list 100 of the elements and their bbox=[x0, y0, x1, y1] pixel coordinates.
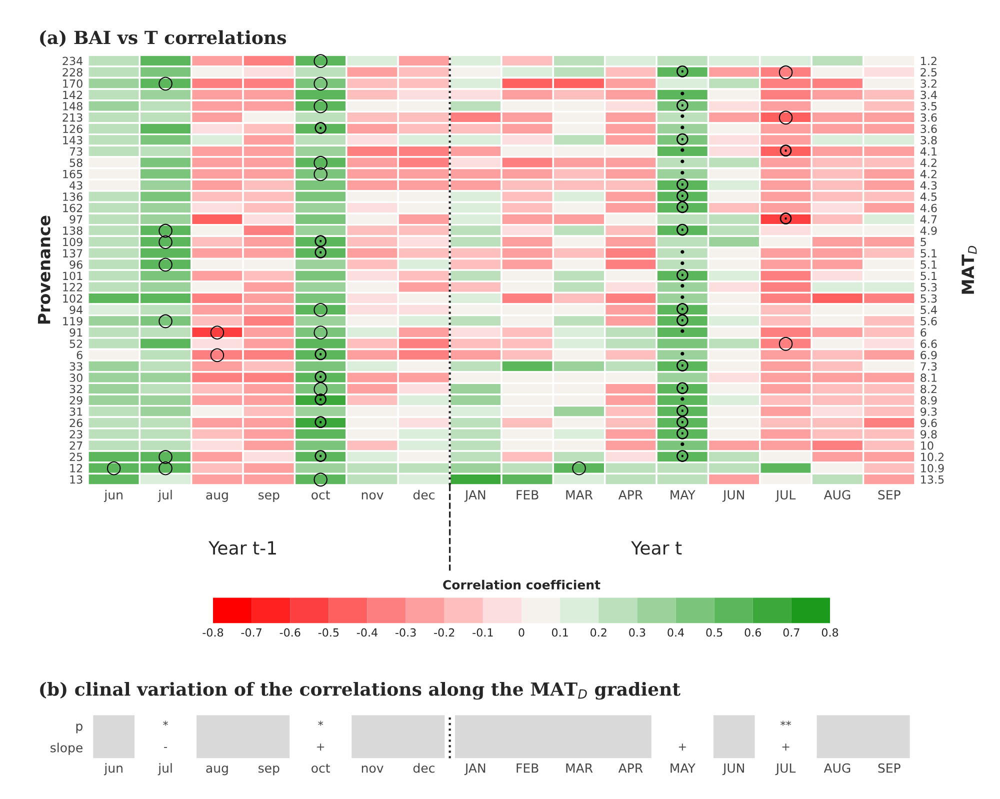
x-tick-label: dec bbox=[413, 490, 434, 500]
y-tick-label: 102 bbox=[63, 294, 82, 303]
y2-tick-label: 4.9 bbox=[920, 226, 937, 235]
data-label: • bbox=[680, 114, 684, 118]
y2-tick-label: 3.6 bbox=[920, 113, 937, 122]
data-label: ⊙ bbox=[676, 190, 688, 202]
data-label: ⊙ bbox=[676, 314, 688, 326]
y2-tick-label: 7.3 bbox=[920, 362, 937, 371]
data-label: ⊙ bbox=[780, 144, 792, 157]
x-tick-label: nov bbox=[362, 492, 384, 500]
y-tick-label: 162 bbox=[63, 204, 82, 212]
y2-tick-label: 4.1 bbox=[920, 147, 937, 156]
y2-tick-label: 5.1 bbox=[920, 272, 937, 280]
y2-tick-label: 5.1 bbox=[920, 260, 937, 269]
data-label: ○ bbox=[314, 54, 328, 68]
y-tick-label: 6 bbox=[76, 350, 82, 360]
y-tick-label: 143 bbox=[63, 136, 82, 144]
y-tick-label: 13 bbox=[70, 475, 82, 484]
category-label: MAR bbox=[566, 763, 593, 773]
y2-tick-label: 8.2 bbox=[920, 384, 936, 394]
color-bar-label: -0.8 bbox=[202, 628, 224, 637]
y2-tick-label: 6.9 bbox=[920, 350, 937, 360]
data-label: ⊙ bbox=[676, 269, 688, 281]
data-label: ⊙ bbox=[676, 65, 688, 78]
text: * bbox=[163, 720, 168, 726]
y2-tick-label: 6.6 bbox=[920, 340, 937, 348]
data-label: • bbox=[680, 160, 684, 164]
data-label: • bbox=[680, 329, 684, 333]
y-tick-label: 33 bbox=[70, 362, 82, 371]
x-tick-label: oct bbox=[312, 490, 330, 500]
data-label: ⊙ bbox=[314, 348, 327, 360]
y-tick-label: 165 bbox=[63, 170, 82, 178]
y-tick-label: 27 bbox=[70, 441, 82, 450]
data-label: ○ bbox=[314, 472, 328, 487]
data-label: ○ bbox=[158, 314, 172, 328]
y-tick-label: 119 bbox=[63, 316, 82, 326]
data-label: ○ bbox=[314, 76, 328, 91]
y-tick-label: 148 bbox=[63, 102, 82, 110]
y-tick-label: 142 bbox=[63, 90, 82, 99]
data-label: • bbox=[680, 250, 684, 254]
category-label: SEP bbox=[878, 763, 900, 773]
data-label: • bbox=[680, 295, 684, 299]
y-tick-label: 58 bbox=[70, 158, 82, 167]
y-tick-label: 25 bbox=[70, 452, 82, 462]
y-tick-label: 29 bbox=[70, 396, 82, 405]
color-bar-label: 0.1 bbox=[552, 628, 568, 637]
color-bar-label: 0.7 bbox=[783, 628, 800, 637]
y-tick-label: 137 bbox=[63, 249, 82, 258]
y2-tick-label: 3.8 bbox=[920, 136, 937, 144]
x-tick-label: aug bbox=[206, 492, 228, 502]
y-tick-label: 138 bbox=[63, 226, 82, 235]
color-bar-label: 0.3 bbox=[629, 628, 646, 637]
y2-tick-label: 5.3 bbox=[920, 294, 937, 303]
text: - bbox=[164, 747, 167, 748]
data-label: • bbox=[680, 261, 684, 266]
y2-tick-label: 10.9 bbox=[921, 464, 944, 472]
y-tick-label: 122 bbox=[63, 283, 82, 292]
data-label: ⊙ bbox=[676, 178, 688, 190]
category-label: slope bbox=[50, 742, 82, 755]
y2-tick-label: 6 bbox=[920, 328, 926, 337]
y2-tick-label: 3.5 bbox=[920, 102, 937, 110]
y-tick-label: 170 bbox=[63, 79, 82, 88]
data-label: ○ bbox=[158, 258, 172, 272]
color-bar-label: -0.5 bbox=[318, 628, 339, 637]
data-label: ⊙ bbox=[676, 133, 688, 146]
y2-tick-label: 5 bbox=[920, 238, 926, 246]
x-tick-label: FEB bbox=[516, 490, 538, 500]
y2-tick-label: 4.2 bbox=[920, 158, 936, 167]
text: ** bbox=[780, 720, 792, 726]
data-label: • bbox=[680, 92, 684, 96]
data-label: ⊙ bbox=[676, 224, 688, 236]
data-label: • bbox=[680, 170, 684, 175]
y-tick-label: 228 bbox=[62, 68, 82, 76]
category-label: sep bbox=[258, 766, 280, 776]
data-label: ○ bbox=[778, 336, 793, 351]
x-tick-label: MAR bbox=[566, 490, 593, 500]
data-label: ⊙ bbox=[676, 99, 688, 112]
data-label: ○ bbox=[314, 326, 328, 340]
category-label: nov bbox=[362, 766, 384, 773]
category-label: jul bbox=[158, 763, 172, 776]
color-bar-label: -0.4 bbox=[356, 628, 378, 637]
text: + bbox=[317, 744, 324, 751]
data-label: • bbox=[680, 126, 684, 130]
x-tick-label: sep bbox=[258, 492, 280, 502]
data-label: ⊙ bbox=[314, 370, 327, 383]
y2-axis-title: MAT$_{D}$ bbox=[962, 246, 977, 294]
y2-tick-label: 2.5 bbox=[920, 68, 937, 76]
x-tick-label: JUL bbox=[775, 490, 796, 502]
color-bar-label: 0.2 bbox=[590, 628, 606, 637]
y2-tick-label: 4.2 bbox=[920, 170, 936, 178]
text: * bbox=[318, 720, 324, 726]
y-tick-label: 73 bbox=[70, 147, 82, 156]
x-tick-label: JAN bbox=[464, 490, 486, 502]
category-label: dec bbox=[413, 763, 434, 773]
data-label: ○ bbox=[210, 348, 224, 362]
category-label: oct bbox=[312, 764, 330, 773]
x-tick-label: SEP bbox=[878, 490, 900, 500]
category-label: APR bbox=[618, 763, 643, 773]
text: Year t bbox=[631, 541, 682, 555]
y2-tick-label: 4.7 bbox=[920, 215, 937, 224]
